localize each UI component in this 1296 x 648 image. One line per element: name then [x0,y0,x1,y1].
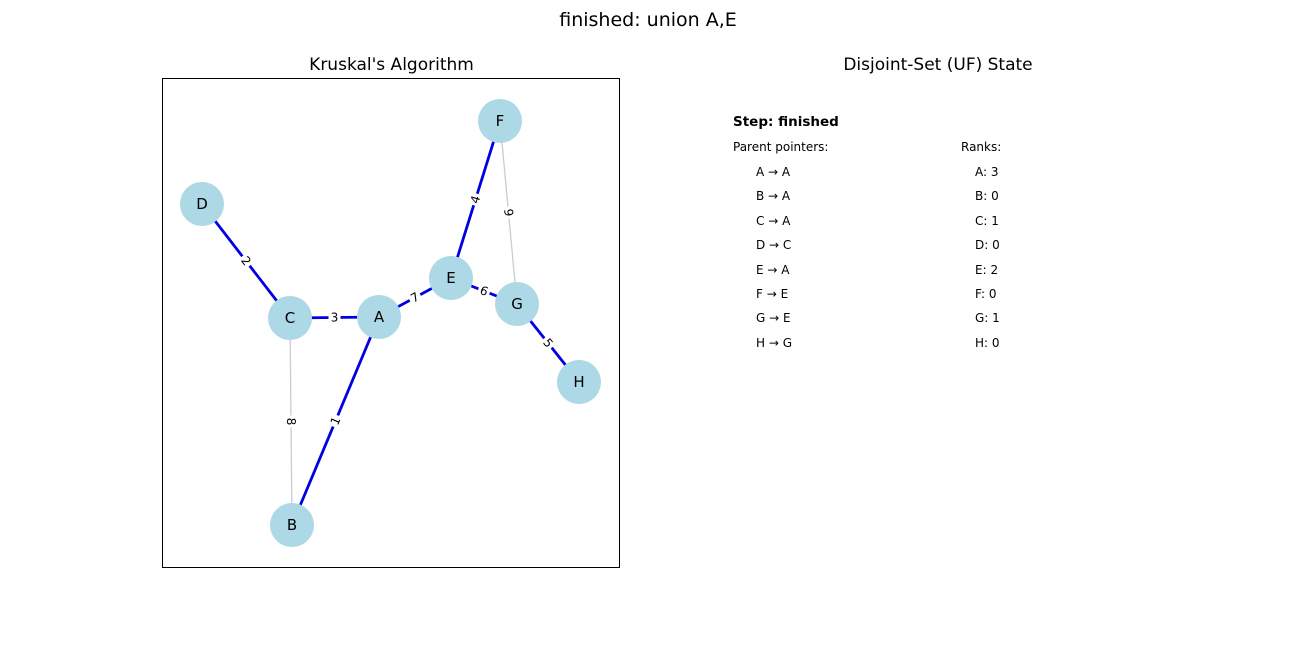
rank-entry-3: C: 1 [975,213,999,228]
edge-weight-B-C: 8 [284,418,298,426]
parent-pointer-1: A → A [756,165,791,179]
node-label-F: F [496,112,505,130]
edge-label-E-G: 6 [475,282,493,300]
uf-step-label: Step: finished [733,114,839,130]
parent-pointers-header: Parent pointers: [733,140,829,154]
edge-label-F-G: 9 [500,205,517,220]
graph-canvas: 1 2 3 4 5 6 7 8 9 A B C D E F G H [180,99,601,547]
node-label-G: G [511,295,523,313]
edge-label-E-F: 4 [467,191,484,208]
node-circle-H [557,360,601,404]
edge-label-A-C: 3 [328,310,341,325]
edge-label-B-C: 8 [283,415,299,428]
node-label-D: D [196,195,208,213]
rank-entry-5: E: 2 [975,262,999,277]
parent-pointer-3: C → A [756,213,791,228]
node-A: A [357,295,401,339]
rank-entry-2: B: 0 [975,189,999,204]
node-label-E: E [446,269,455,287]
node-circle-D [180,182,224,226]
edge-label-A-E: 7 [406,288,424,307]
node-circle-G [495,282,539,326]
node-circle-E [429,256,473,300]
edge-weight-E-F: 4 [468,194,484,205]
rank-entry-7: G: 1 [975,311,1000,326]
node-E: E [429,256,473,300]
parent-pointer-5: E → A [756,262,790,277]
node-F: F [478,99,522,143]
parent-pointer-4: D → C [756,238,792,253]
node-D: D [180,182,224,226]
graph-panel-title: Kruskal's Algorithm [309,55,474,75]
edge-label-A-B: 1 [326,412,345,430]
parent-pointer-8: H → G [756,335,793,350]
parent-pointer-7: G → E [756,311,791,326]
graph-panel: 1 2 3 4 5 6 7 8 9 A B C D E F G H [162,78,620,568]
node-H: H [557,360,601,404]
node-circle-C [268,296,312,340]
edge-weight-F-G: 9 [501,208,516,217]
node-label-C: C [285,309,295,327]
node-circle-B [270,503,314,547]
ranks-header: Ranks: [961,140,1002,154]
node-C: C [268,296,312,340]
edge-label-C-D: 2 [236,251,256,271]
figure-title: finished: union A,E [559,9,737,31]
node-circle-F [478,99,522,143]
rank-entry-6: F: 0 [975,287,997,301]
node-G: G [495,282,539,326]
node-label-H: H [573,373,584,391]
node-B: B [270,503,314,547]
node-label-A: A [374,308,385,326]
rank-entry-8: H: 0 [975,335,1000,350]
rank-entry-1: A: 3 [975,165,999,179]
parent-pointer-6: F → E [756,287,789,301]
uf-panel-title: Disjoint-Set (UF) State [843,55,1033,75]
node-label-B: B [287,516,297,534]
rank-entry-4: D: 0 [975,238,1000,253]
parent-pointer-2: B → A [756,189,791,204]
edge-weight-A-C: 3 [331,310,339,324]
node-circle-A [357,295,401,339]
edge-label-G-H: 5 [538,333,558,353]
